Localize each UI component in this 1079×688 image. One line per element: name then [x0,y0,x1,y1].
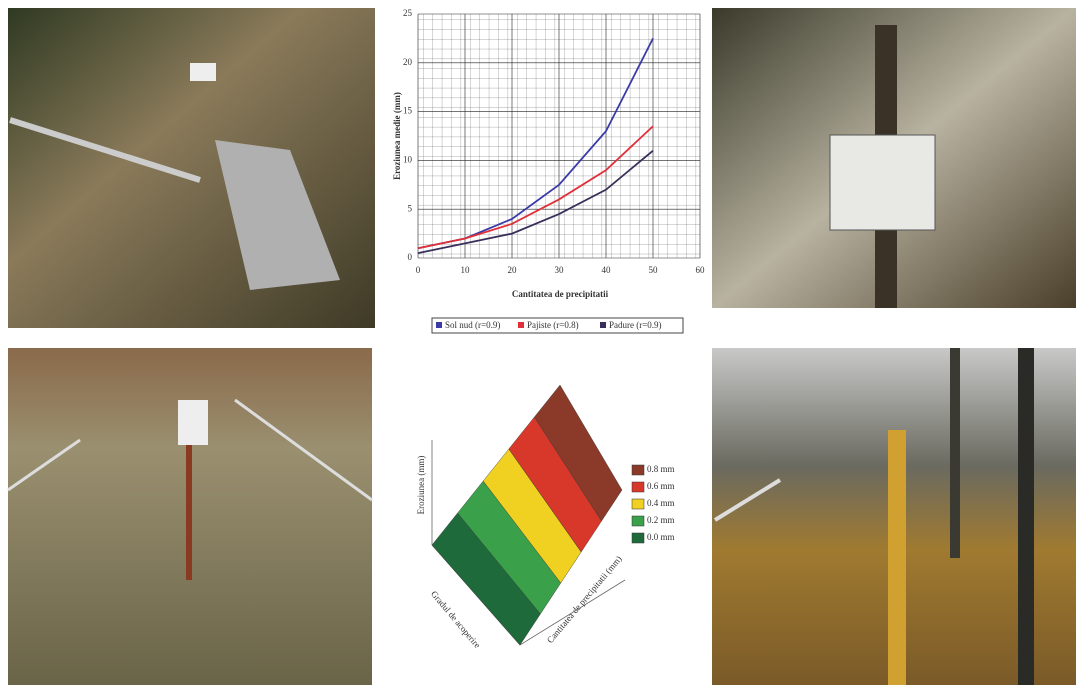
legend-swatch [600,322,606,328]
y-tick-label: 20 [403,57,413,67]
x-axis-title: Cantitatea de precipitatii [512,289,609,299]
y-axis-title: Gradul de acoperire [429,589,483,650]
legend-swatch [632,482,644,492]
legend-label: Sol nud (r=0.9) [445,320,500,330]
legend-label: Pajiste (r=0.8) [527,320,579,330]
x-tick-label: 0 [416,265,421,275]
x-tick-label: 10 [461,265,471,275]
photo-runoff-plot [8,8,375,328]
photo-sign [712,8,1076,308]
legend-swatch [632,516,644,526]
legend-label: 0.8 mm [647,464,675,474]
y-tick-label: 0 [408,252,413,262]
x-tick-label: 30 [555,265,565,275]
legend-swatch [436,322,442,328]
figure: Cantitatea de precipitatii Eroziunea med… [0,0,1079,688]
x-tick-label: 60 [696,265,706,275]
y-axis-title: Eroziunea medie (mm) [392,92,402,180]
x-tick-label: 50 [649,265,659,275]
y-tick-label: 15 [403,106,413,116]
photo-forest-plot [712,348,1076,685]
legend-label: 0.2 mm [647,515,675,525]
legend-swatch [632,533,644,543]
x-tick-label: 20 [508,265,518,275]
legend-swatch [632,465,644,475]
legend-label: 0.6 mm [647,481,675,491]
legend-label: Padure (r=0.9) [609,320,662,330]
z-axis-title: Eroziunea (mm) [416,456,426,515]
line-chart: Cantitatea de precipitatii Eroziunea med… [392,8,705,333]
photo-rain-gauge [8,348,372,685]
legend-swatch [518,322,524,328]
surface-chart: Eroziunea (mm) Cantitatea de precipitati… [416,385,674,650]
y-tick-label: 25 [403,8,413,18]
x-tick-label: 40 [602,265,612,275]
y-tick-label: 10 [403,154,413,164]
legend-label: 0.0 mm [647,532,675,542]
legend-swatch [632,499,644,509]
legend-label: 0.4 mm [647,498,675,508]
y-tick-label: 5 [408,203,413,213]
